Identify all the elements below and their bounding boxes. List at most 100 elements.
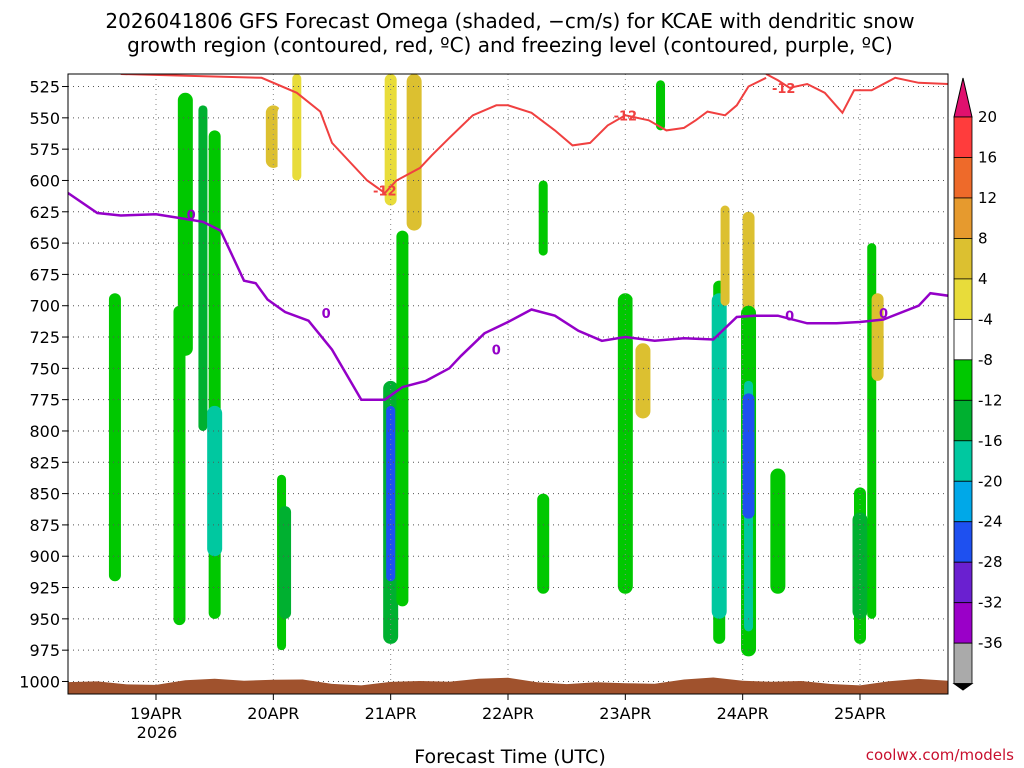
omega-cell	[173, 305, 186, 626]
colorbar-label: 16	[978, 148, 997, 166]
y-tick-label: 875	[29, 516, 60, 535]
dgz-contour-line-2	[765, 74, 948, 115]
colorbar-bottom-arrow	[952, 683, 974, 691]
colorbar-swatch	[953, 318, 973, 361]
chart-title-line2: growth region (contoured, red, ºC) and f…	[127, 33, 893, 57]
omega-cell	[374, 74, 384, 231]
y-tick-label: 750	[29, 359, 60, 378]
y-tick-label: 575	[29, 140, 60, 159]
contour-label: -12	[614, 109, 638, 124]
colorbar-label: -28	[978, 553, 1003, 571]
contour-label: 0	[187, 208, 196, 223]
y-tick-label: 900	[29, 547, 60, 566]
contour-label: 0	[785, 310, 794, 325]
colorbar-label: -36	[978, 634, 1003, 652]
colorbar-label: 20	[978, 108, 997, 126]
contour-labels: -12 -12 -12 0 0 0 0 0	[187, 82, 888, 359]
omega-cell	[108, 293, 121, 582]
omega-cell	[279, 506, 292, 619]
omega-shading	[98, 74, 891, 657]
plot-area: -12 -12 -12 0 0 0 0 0	[68, 74, 948, 694]
omega-cell	[177, 92, 193, 356]
x-tick-label: 22APR	[482, 704, 534, 723]
colorbar-label: 4	[978, 270, 988, 288]
colorbar-label: -16	[978, 432, 1003, 450]
omega-cell	[265, 105, 281, 168]
omega-cell	[198, 105, 208, 431]
ground-terrain	[68, 677, 948, 694]
colorbar-swatch	[953, 197, 973, 239]
grid-lines	[68, 74, 948, 694]
x-axis-title: Forecast Time (UTC)	[414, 746, 605, 768]
colorbar-swatch	[953, 440, 973, 482]
omega-cell	[490, 380, 503, 507]
omega-cell	[406, 74, 422, 231]
omega-cell	[852, 512, 868, 619]
omega-cell	[871, 293, 884, 381]
omega-cell	[632, 205, 642, 344]
y-tick-label: 850	[29, 485, 60, 504]
omega-cell	[314, 180, 327, 406]
x-year-label: 2026	[137, 723, 178, 742]
y-tick-label: 950	[29, 610, 60, 629]
colorbar-swatch	[953, 521, 973, 563]
colorbar-label: -32	[978, 594, 1003, 612]
y-tick-label: 600	[29, 171, 60, 190]
y-tick-label: 650	[29, 234, 60, 253]
x-tick-label: 20APR	[247, 704, 299, 723]
colorbar-label: -20	[978, 472, 1003, 490]
x-tick-label: 21APR	[365, 704, 417, 723]
omega-cell	[336, 80, 352, 294]
colorbar-swatch	[953, 602, 973, 644]
colorbar-swatch	[953, 157, 973, 199]
y-tick-label: 550	[29, 109, 60, 128]
omega-cell	[119, 130, 135, 281]
dgz-contour-line	[120, 74, 767, 195]
y-tick-label: 775	[29, 391, 60, 410]
omega-cell	[742, 393, 755, 519]
x-axis: 19APR 20APR 21APR 22APR 23APR 24APR 25APR	[130, 694, 886, 723]
credit-text: coolwx.com/models	[866, 746, 1014, 764]
omega-cell	[770, 468, 786, 594]
colorbar-swatch	[953, 561, 973, 604]
colorbar-swatch	[953, 399, 973, 442]
y-tick-label: 925	[29, 579, 60, 598]
omega-cell	[617, 293, 633, 594]
colorbar-label: 12	[978, 189, 997, 207]
omega-cell	[98, 161, 108, 344]
omega-cell	[538, 180, 548, 256]
colorbar-swatch	[953, 278, 973, 320]
y-tick-label: 800	[29, 422, 60, 441]
omega-cell	[635, 343, 651, 419]
omega-cell	[444, 74, 454, 331]
omega-cell	[711, 293, 727, 619]
omega-cell	[720, 205, 730, 306]
colorbar-swatch	[953, 116, 973, 158]
colorbar-label: -24	[978, 513, 1003, 531]
contour-label: -12	[772, 82, 796, 97]
contour-label: 0	[322, 307, 331, 322]
colorbar-swatch	[953, 359, 973, 401]
omega-cell	[396, 230, 409, 607]
freezing-level-line	[68, 191, 948, 401]
colorbar-label: -8	[978, 351, 993, 369]
x-tick-label: 19APR	[130, 704, 182, 723]
chart-title-line1: 2026041806 GFS Forecast Omega (shaded, −…	[105, 9, 914, 33]
y-tick-label: 975	[29, 641, 60, 660]
y-tick-label: 625	[29, 203, 60, 222]
omega-cell	[656, 80, 666, 131]
omega-cell	[386, 405, 396, 582]
colorbar-label: -4	[978, 310, 993, 328]
omega-cell	[849, 192, 859, 356]
colorbar-label: 8	[978, 229, 988, 247]
y-tick-label: 825	[29, 453, 60, 472]
contour-label: 0	[492, 344, 501, 359]
y-tick-label: 1000	[19, 672, 60, 691]
y-tick-label: 525	[29, 78, 60, 97]
y-tick-label: 725	[29, 328, 60, 347]
omega-cell	[233, 99, 243, 294]
colorbar-label: -12	[978, 391, 1003, 409]
omega-cell	[277, 105, 293, 344]
x-tick-label: 24APR	[717, 704, 769, 723]
colorbar-swatch	[953, 480, 973, 523]
